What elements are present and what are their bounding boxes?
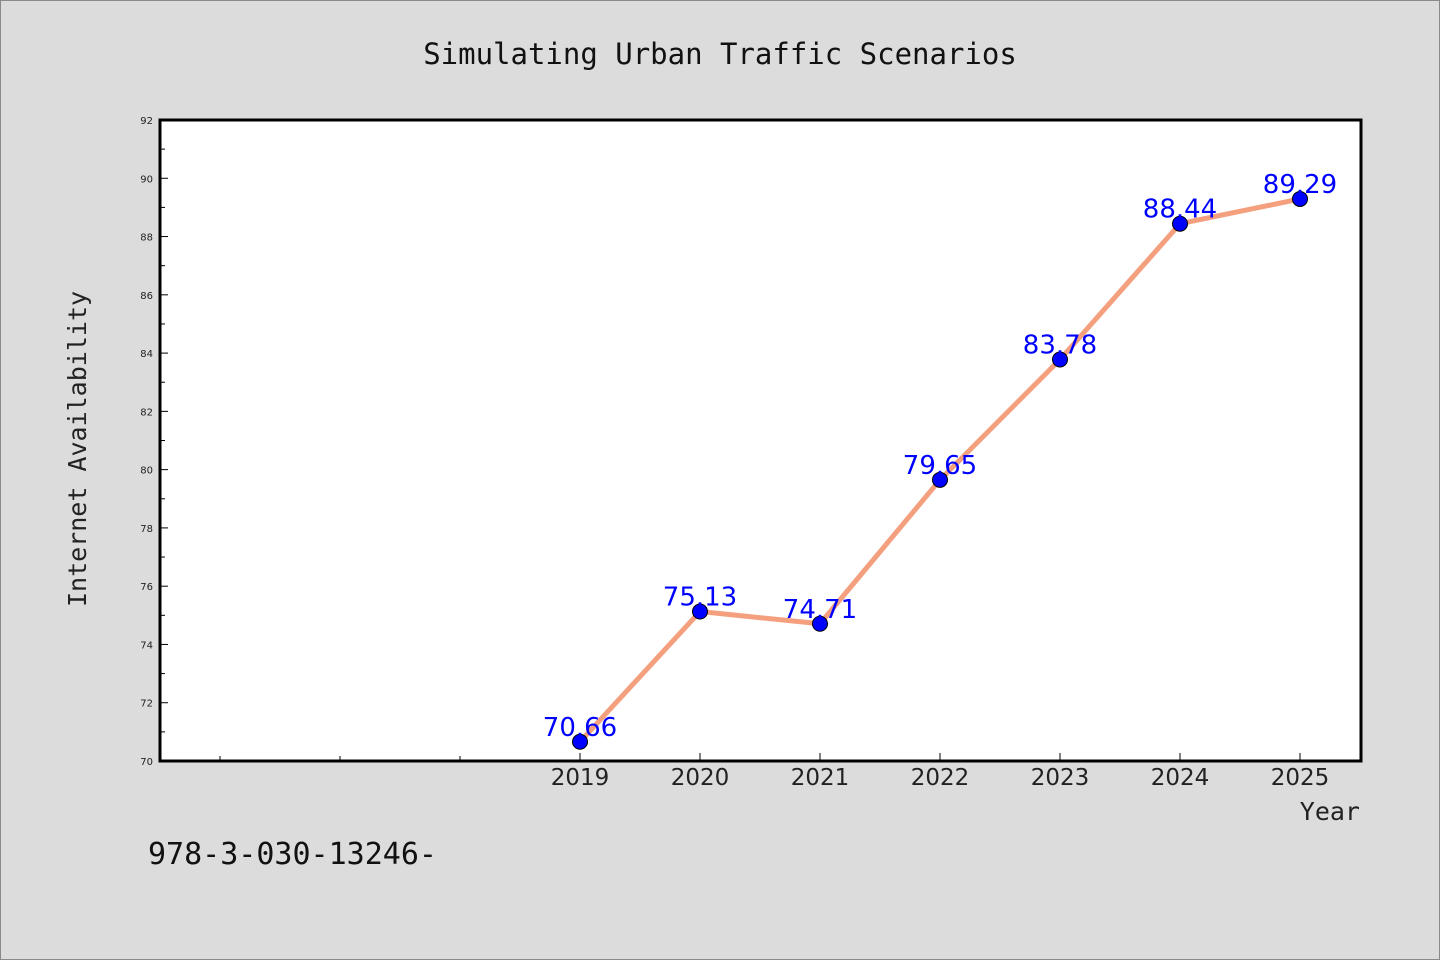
x-tick-label: 2024 [1151, 765, 1210, 791]
x-tick-label: 2022 [911, 765, 970, 791]
y-axis: 70 72 74 76 78 80 82 84 86 88 90 92 [140, 116, 168, 768]
data-label: 88.44 [1143, 195, 1217, 225]
y-tick-label: 92 [140, 116, 153, 127]
x-tick-label: 2025 [1271, 765, 1330, 791]
y-tick-label: 76 [140, 582, 153, 593]
y-tick-label: 90 [140, 174, 153, 185]
data-point-marker [932, 471, 948, 488]
data-label: 70.66 [543, 713, 617, 743]
data-label: 83.78 [1023, 331, 1097, 361]
plot-area [158, 118, 1363, 763]
y-tick-label: 88 [140, 233, 153, 244]
x-axis: 2019 2020 2021 2022 2023 2024 2025 [219, 753, 1330, 791]
data-point-marker [812, 615, 828, 632]
data-label: 75.13 [663, 583, 737, 613]
data-label: 74.71 [783, 595, 857, 625]
data-label: 89.29 [1263, 170, 1337, 200]
x-axis-title: Year [1300, 797, 1360, 826]
y-tick-label: 70 [140, 757, 153, 768]
x-tick-label: 2021 [791, 765, 850, 791]
y-tick-label: 86 [140, 291, 153, 302]
y-axis-title: Internet Availability [63, 291, 92, 607]
x-tick-label: 2020 [671, 765, 730, 791]
data-label: 79.65 [903, 451, 977, 481]
series-layer: 70.66 75.13 74.71 79.65 83.78 88.44 89.29 [543, 170, 1337, 750]
y-tick-label: 72 [140, 699, 153, 710]
chart-title: Simulating Urban Traffic Scenarios [423, 37, 1017, 71]
y-tick-label: 82 [140, 407, 153, 418]
y-tick-label: 78 [140, 524, 153, 535]
y-tick-label: 84 [140, 349, 153, 360]
y-tick-label: 80 [140, 466, 153, 477]
data-point-marker [1172, 215, 1188, 232]
data-point-marker [1052, 351, 1068, 368]
x-tick-label: 2019 [551, 765, 610, 791]
y-tick-label: 74 [140, 640, 153, 651]
x-tick-label: 2023 [1031, 765, 1090, 791]
data-point-marker [692, 603, 708, 620]
footnote-text: 978-3-030-13246- [148, 837, 437, 872]
data-point-marker [572, 733, 588, 750]
data-point-marker [1292, 190, 1308, 207]
